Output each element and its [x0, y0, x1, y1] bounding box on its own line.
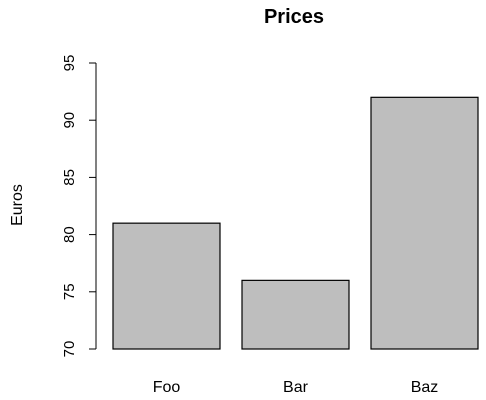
- bar-foo: [112, 222, 221, 350]
- y-tick-label: 90: [61, 112, 78, 129]
- y-axis-label: Euros: [9, 184, 26, 226]
- x-category-label: Foo: [153, 379, 181, 396]
- y-tick-label: 85: [61, 169, 78, 186]
- bars-group: [112, 96, 479, 350]
- x-category-label: Bar: [283, 379, 309, 396]
- y-tick-label: 70: [61, 341, 78, 358]
- y-axis: 70 75 80 85 90 95: [61, 55, 97, 358]
- x-axis-labels: Foo Bar Baz: [153, 379, 439, 396]
- bar-bar: [241, 279, 350, 350]
- x-category-label: Baz: [411, 379, 439, 396]
- y-tick-label: 80: [61, 226, 78, 243]
- y-tick-label: 95: [61, 55, 78, 72]
- chart-title: Prices: [264, 6, 324, 28]
- y-tick-label: 75: [61, 283, 78, 300]
- bar-baz: [370, 96, 479, 350]
